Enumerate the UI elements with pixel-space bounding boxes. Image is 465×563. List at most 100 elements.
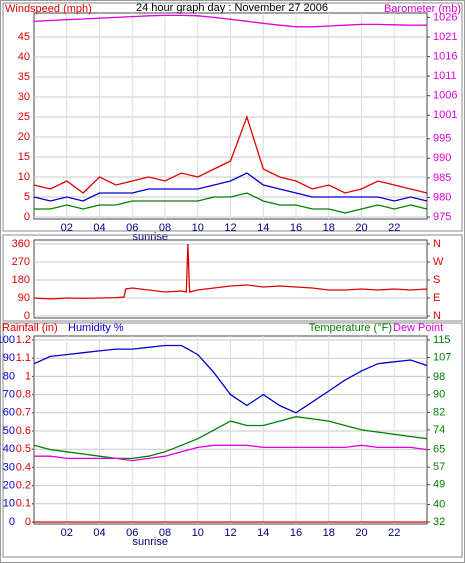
y3-tick-label: 0.5: [16, 443, 31, 455]
y-tick-label: 100: [0, 334, 15, 346]
y-tick-label: 30: [18, 91, 30, 103]
y-tick-label: 10: [3, 498, 15, 510]
y-tick-label: 5: [24, 191, 30, 203]
series-line: [33, 344, 428, 414]
y2-tick-label: 975: [433, 211, 451, 223]
y2-tick-label: 115: [433, 334, 451, 346]
y-tick-label: 90: [18, 292, 30, 304]
x-tick-label: 22: [388, 527, 400, 539]
y2-tick-label: 980: [433, 191, 451, 203]
series-line: [33, 172, 428, 202]
y-tick-label: 70: [3, 389, 15, 401]
y2-tick-label: 82: [433, 406, 445, 418]
y3-axis-label: Rainfall (in): [2, 322, 58, 334]
panel-frame: [2, 322, 463, 558]
y-tick-label: 45: [18, 31, 30, 43]
y-tick-label: 35: [18, 71, 30, 83]
y2-tick-label: 40: [433, 498, 445, 510]
y-axis-label: Humidity %: [68, 322, 124, 334]
x-tick-label: 08: [159, 527, 171, 539]
y3-tick-label: 0.6: [16, 425, 31, 437]
y2-axis-label: Temperature (°F): [309, 322, 392, 334]
panel-frame: [2, 234, 463, 322]
y2-tick-label: S: [433, 274, 440, 286]
x-tick-label: 10: [192, 527, 204, 539]
y-tick-label: 60: [3, 407, 15, 419]
y2-axis-label-extra: Dew Point: [393, 322, 443, 334]
y-tick-label: 20: [18, 131, 30, 143]
panel-frame: [2, 2, 463, 232]
y-tick-label: 15: [18, 151, 30, 163]
y2-tick-label: N: [433, 310, 441, 322]
y-tick-label: 20: [3, 480, 15, 492]
series-line: [34, 192, 428, 214]
x-tick-label: 14: [257, 222, 269, 234]
y-tick-label: 50: [3, 425, 15, 437]
y-tick-label: 30: [3, 461, 15, 473]
y2-tick-label: 985: [433, 172, 451, 184]
y3-tick-label: 1.2: [16, 334, 31, 346]
x-tick-label: 14: [257, 527, 269, 539]
y2-tick-label: 57: [433, 461, 445, 473]
y-tick-label: 10: [18, 171, 30, 183]
series-line: [33, 416, 428, 460]
y-tick-label: 90: [3, 352, 15, 364]
y3-tick-label: 0.8: [16, 389, 31, 401]
x-tick-label: 06: [126, 222, 138, 234]
x-tick-label: 12: [224, 527, 236, 539]
y2-tick-label: E: [433, 292, 440, 304]
y-tick-label: 25: [18, 111, 30, 123]
series-line: [33, 243, 428, 300]
y-tick-label: 270: [12, 256, 30, 268]
y-tick-label: 360: [12, 238, 30, 250]
y-tick-label: 40: [3, 443, 15, 455]
y3-tick-label: 0.1: [16, 498, 31, 510]
y-tick-label: 180: [12, 274, 30, 286]
series-line: [33, 115, 428, 194]
y2-tick-label: 995: [433, 133, 451, 145]
y2-tick-label: N: [433, 238, 441, 250]
x-tick-label: 02: [61, 222, 73, 234]
x-tick-label: 18: [323, 527, 335, 539]
y-tick-label: 40: [18, 51, 30, 63]
annotation: sunrise: [133, 231, 168, 243]
y2-tick-label: 98: [433, 371, 445, 383]
y2-tick-label: 32: [433, 516, 445, 528]
x-tick-label: 16: [290, 222, 302, 234]
x-tick-label: 18: [323, 222, 335, 234]
x-tick-label: 12: [224, 222, 236, 234]
y-axis-label: Windspeed (mph): [5, 3, 92, 15]
y2-tick-label: 1021: [433, 31, 457, 43]
x-tick-label: 04: [93, 527, 105, 539]
y2-tick-label: 990: [433, 152, 451, 164]
x-tick-label: 06: [126, 527, 138, 539]
x-tick-label: 08: [159, 222, 171, 234]
y-tick-label: 0: [24, 211, 30, 223]
x-tick-label: 20: [355, 527, 367, 539]
y3-tick-label: 0.2: [16, 480, 31, 492]
y2-tick-label: 1011: [433, 70, 457, 82]
x-tick-label: 10: [192, 222, 204, 234]
y2-tick-label: 90: [433, 389, 445, 401]
y2-tick-label: W: [433, 256, 444, 268]
series-line: [34, 444, 428, 462]
x-tick-label: 22: [388, 222, 400, 234]
y2-tick-label: 107: [433, 351, 451, 363]
x-tick-label: 02: [61, 527, 73, 539]
y3-tick-label: 0: [25, 516, 31, 528]
x-tick-label: 16: [290, 527, 302, 539]
y3-tick-label: 1.1: [16, 352, 31, 364]
y2-tick-label: 74: [433, 424, 445, 436]
x-tick-label: 04: [93, 222, 105, 234]
y2-tick-label: 1016: [433, 50, 457, 62]
y2-tick-label: 1001: [433, 109, 457, 121]
series-line: [33, 14, 427, 28]
y3-tick-label: 1: [25, 370, 31, 382]
y-tick-label: 80: [3, 370, 15, 382]
chart-title: 24 hour graph day : November 27 2006: [136, 2, 328, 14]
y3-tick-label: 0.7: [16, 407, 31, 419]
y2-tick-label: 1006: [433, 90, 457, 102]
y3-tick-label: 0.4: [16, 461, 31, 473]
